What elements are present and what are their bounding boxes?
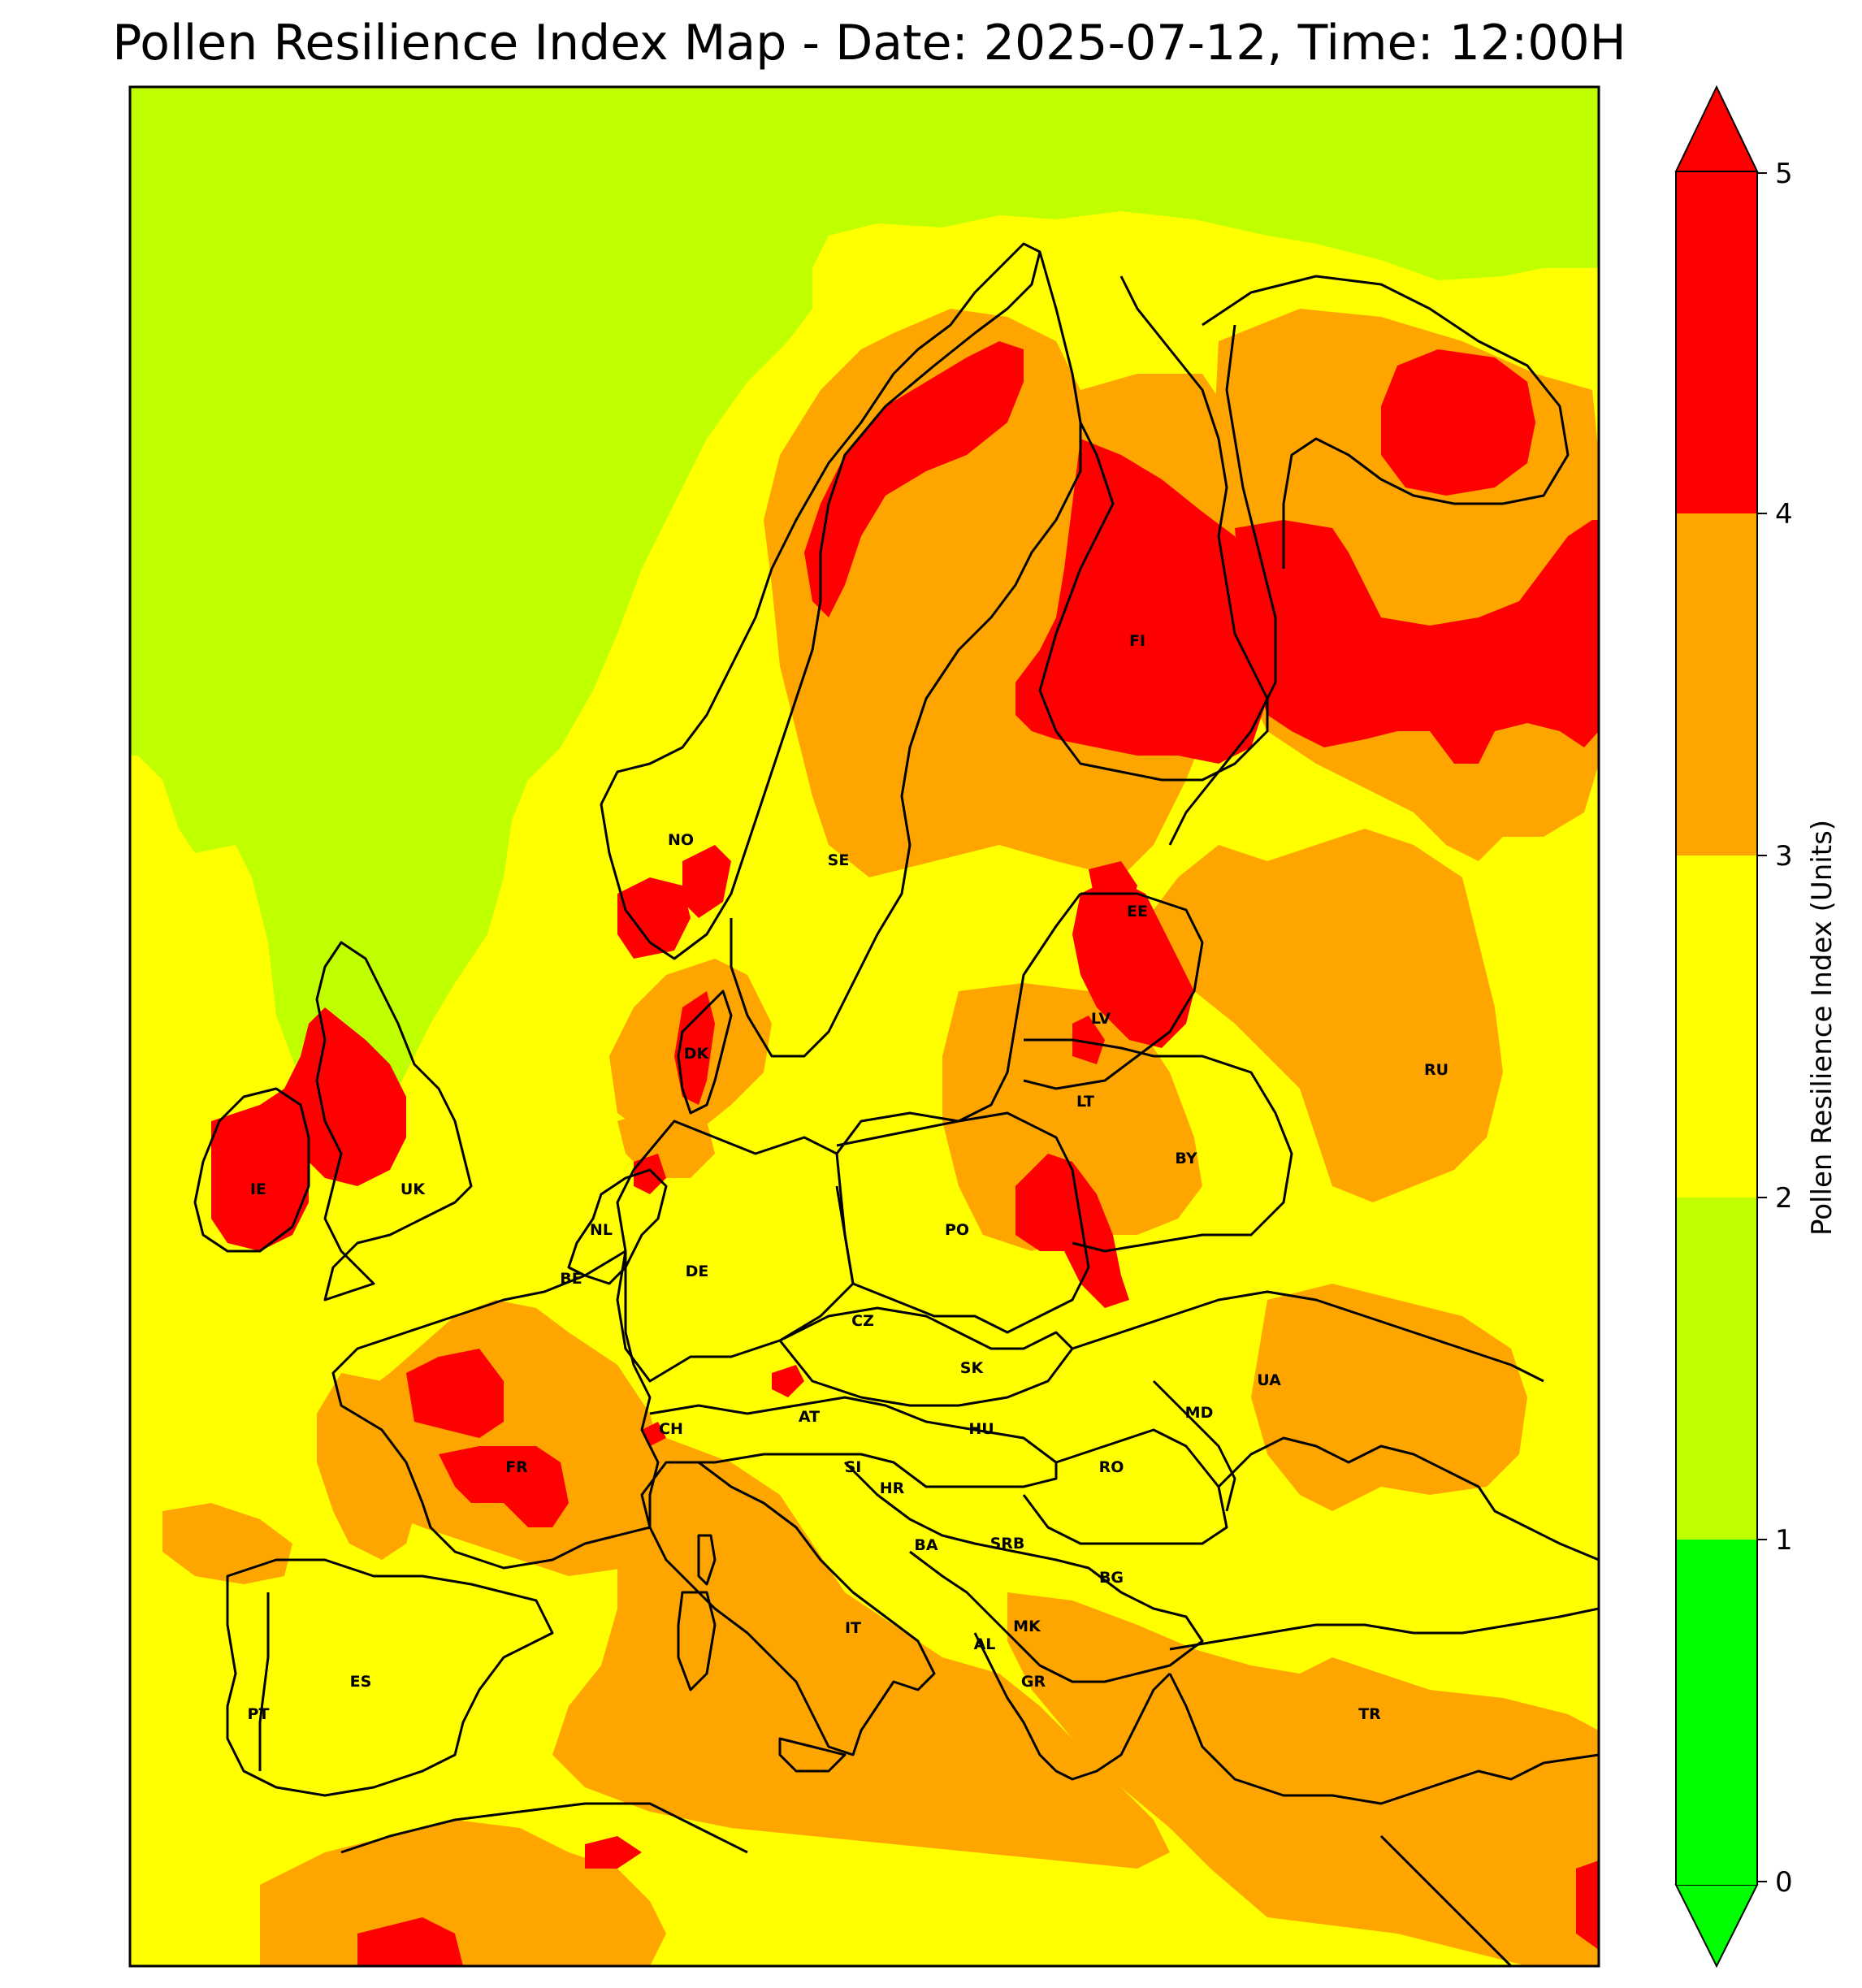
poland-border xyxy=(835,1111,1090,1334)
country-label: MK xyxy=(1013,1618,1041,1635)
belarus-border xyxy=(1072,1055,1293,1253)
colorbar-level-2-3 xyxy=(1676,855,1757,1198)
map-title: Pollen Resilience Index Map - Date: 2025… xyxy=(112,15,1626,71)
country-label: AT xyxy=(799,1408,820,1426)
greece-coast xyxy=(973,1632,1171,1781)
baltic-states xyxy=(1023,892,1204,1090)
country-label: SI xyxy=(845,1458,862,1476)
kola-coast xyxy=(1202,275,1570,569)
sweden-east-coast xyxy=(730,251,1082,1058)
turkey-coast xyxy=(1168,1607,1599,1805)
ireland-coast xyxy=(193,1087,310,1253)
country-label: LV xyxy=(1091,1010,1111,1028)
balkans-border xyxy=(843,1461,1204,1683)
corsica xyxy=(697,1534,717,1586)
uk-coast xyxy=(315,941,473,1302)
country-label: UA xyxy=(1257,1371,1281,1389)
country-label: NO xyxy=(668,831,694,849)
colorbar-tick-label: 4 xyxy=(1775,498,1793,531)
country-label: PT xyxy=(248,1705,270,1723)
finland-coast xyxy=(1038,275,1269,782)
country-label: ES xyxy=(350,1673,372,1691)
colorbar-tick-label: 3 xyxy=(1775,840,1793,873)
country-label: CH xyxy=(659,1420,683,1438)
colorbar: 0 1 2 3 4 5 Pollen Resilience Index (Uni… xyxy=(1674,84,1838,1969)
colorbar-label: Pollen Resilience Index (Units) xyxy=(1806,820,1838,1236)
colorbar-level-1-2 xyxy=(1676,1198,1757,1540)
country-label: BE xyxy=(560,1270,582,1288)
country-label: NL xyxy=(590,1221,613,1239)
scandinavia-coast xyxy=(600,242,1041,960)
map-frame xyxy=(128,85,1600,1968)
country-label: IE xyxy=(250,1180,266,1198)
ukraine-border xyxy=(1072,1290,1544,1512)
country-label: RO xyxy=(1099,1458,1124,1476)
netherlands-belgium xyxy=(567,1168,668,1285)
level-4-5-regions xyxy=(211,341,1599,1966)
baltic-coast xyxy=(836,893,1082,1147)
level-2-3-strip xyxy=(130,845,179,894)
russia-finland-border xyxy=(1168,324,1277,846)
iberia-coast xyxy=(226,1558,554,1797)
country-label: DE xyxy=(686,1263,709,1280)
country-label: EE xyxy=(1127,903,1148,920)
country-label: SE xyxy=(828,851,850,869)
country-labels: NO SE FI EE LV LT RU BY DK IE UK NL BE D… xyxy=(248,632,1448,1723)
country-label: FR xyxy=(505,1458,528,1476)
colorbar-tick-label: 1 xyxy=(1775,1524,1793,1557)
country-label: GR xyxy=(1021,1673,1046,1691)
borders xyxy=(193,242,1599,1966)
germany-border xyxy=(616,1120,855,1383)
country-label: RU xyxy=(1424,1061,1448,1079)
country-label: HR xyxy=(880,1479,905,1497)
sicily xyxy=(778,1737,847,1773)
country-label: BY xyxy=(1175,1150,1197,1167)
colorbar-tick-label: 0 xyxy=(1775,1866,1793,1899)
country-label: FI xyxy=(1129,632,1145,650)
romania-border xyxy=(1022,1428,1228,1545)
colorbar-level-4-5 xyxy=(1676,171,1757,513)
country-label: AL xyxy=(974,1635,996,1653)
czech-slovak-border xyxy=(778,1306,1074,1407)
country-label: BG xyxy=(1099,1569,1124,1587)
country-label: SK xyxy=(960,1359,985,1377)
country-label: HU xyxy=(968,1420,994,1438)
country-label: DK xyxy=(684,1045,710,1063)
colorbar-extend-high xyxy=(1674,84,1759,172)
colorbar-extend-low xyxy=(1674,1884,1759,1969)
level-3-4-regions xyxy=(162,309,1599,1966)
colorbar-level-3-4 xyxy=(1676,513,1757,855)
colorbar-level-0-1 xyxy=(1676,1540,1757,1885)
country-label: IT xyxy=(845,1619,861,1637)
country-label: UK xyxy=(401,1180,426,1198)
country-label: LT xyxy=(1076,1093,1094,1111)
africa-coast xyxy=(340,1802,1513,1966)
country-label: SRB xyxy=(990,1535,1025,1553)
map-panel[interactable]: NO SE FI EE LV LT RU BY DK IE UK NL BE D… xyxy=(130,87,1599,1966)
country-label: PO xyxy=(945,1221,969,1239)
denmark-coast xyxy=(677,990,733,1115)
france-border xyxy=(331,1250,660,1570)
colorbar-tick-label: 5 xyxy=(1775,158,1793,190)
colorbar-tick-label: 2 xyxy=(1775,1182,1793,1215)
country-label: CZ xyxy=(851,1312,874,1330)
country-label: TR xyxy=(1358,1705,1381,1723)
austria-hungary-border xyxy=(649,1396,1058,1488)
black-sea-coast xyxy=(1217,1436,1599,1561)
sardinia xyxy=(677,1591,717,1691)
country-label: BA xyxy=(914,1536,937,1554)
italy-coast xyxy=(640,1461,936,1756)
country-label: MD xyxy=(1185,1404,1214,1422)
